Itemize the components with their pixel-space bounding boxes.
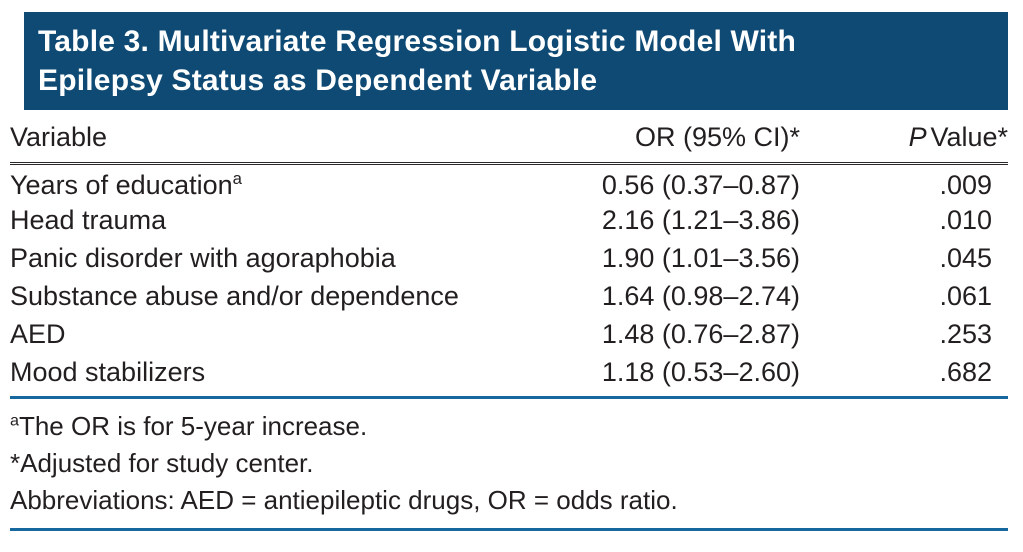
p-value-cell: .061 xyxy=(939,281,992,311)
column-header-or-ci: OR (95% CI)* xyxy=(550,122,800,165)
p-value-cell: .010 xyxy=(939,205,992,235)
table-row: Years of educationa 0.56 (0.37–0.87) .00… xyxy=(10,164,1008,202)
footnote-a-marker: a xyxy=(10,410,19,429)
bottom-rule xyxy=(10,527,1008,531)
footnote-a: aThe OR is for 5-year increase. xyxy=(10,408,1008,445)
column-header-p-value: P Value* xyxy=(800,122,1008,165)
or-ci-cell: 1.90 (1.01–3.56) xyxy=(601,243,800,273)
table-row: Substance abuse and/or dependence 1.64 (… xyxy=(10,278,1008,316)
variable-cell: Head trauma xyxy=(10,202,550,240)
table-title-banner: Table 3. Multivariate Regression Logisti… xyxy=(24,12,1008,110)
p-value-cell: .682 xyxy=(939,357,992,387)
table-title-line2: Epilepsy Status as Dependent Variable xyxy=(38,64,598,97)
table-row: Panic disorder with agoraphobia 1.90 (1.… xyxy=(10,240,1008,278)
variable-cell: Years of educationa xyxy=(10,164,550,202)
table-title-line1: Table 3. Multivariate Regression Logisti… xyxy=(38,25,797,58)
or-ci-cell: 0.56 (0.37–0.87) xyxy=(601,170,800,201)
column-header-variable: Variable xyxy=(10,122,550,165)
table-row: Mood stabilizers 1.18 (0.53–2.60) .682 xyxy=(10,354,1008,392)
or-ci-cell: 1.18 (0.53–2.60) xyxy=(601,357,800,387)
footnotes: aThe OR is for 5-year increase. *Adjuste… xyxy=(10,408,1008,519)
variable-label: Mood stabilizers xyxy=(10,357,206,387)
or-ci-cell: 2.16 (1.21–3.86) xyxy=(601,205,800,235)
p-value-cell: .045 xyxy=(939,243,992,273)
header-row: Variable OR (95% CI)* P Value* xyxy=(10,122,1008,165)
table-row: Head trauma 2.16 (1.21–3.86) .010 xyxy=(10,202,1008,240)
table-row: AED 1.48 (0.76–2.87) .253 xyxy=(10,316,1008,354)
variable-cell: Mood stabilizers xyxy=(10,354,550,392)
footnote-asterisk: *Adjusted for study center. xyxy=(10,447,314,478)
variable-label: AED xyxy=(10,319,66,349)
footnote-abbreviations: Abbreviations: AED = antiepileptic drugs… xyxy=(10,484,678,515)
variable-label: Panic disorder with agoraphobia xyxy=(10,243,396,273)
footnote-marker: a xyxy=(232,169,242,189)
p-value-cell: .009 xyxy=(939,170,992,201)
variable-label: Head trauma xyxy=(10,205,167,235)
variable-cell: AED xyxy=(10,316,550,354)
variable-label: Substance abuse and/or dependence xyxy=(10,281,459,311)
variable-cell: Panic disorder with agoraphobia xyxy=(10,240,550,278)
p-value-cell: .253 xyxy=(939,319,992,349)
variable-label: Years of education xyxy=(10,170,233,201)
footnote-a-text: The OR is for 5-year increase. xyxy=(18,410,368,441)
footnote-separator-rule xyxy=(10,395,1008,399)
or-ci-cell: 1.48 (0.76–2.87) xyxy=(601,319,800,349)
p-value-rest: Value* xyxy=(930,122,1008,152)
p-italic: P xyxy=(908,122,927,152)
regression-table: Variable OR (95% CI)* P Value* Years of e… xyxy=(10,122,1008,392)
variable-cell: Substance abuse and/or dependence xyxy=(10,278,550,316)
or-ci-cell: 1.64 (0.98–2.74) xyxy=(601,281,800,311)
